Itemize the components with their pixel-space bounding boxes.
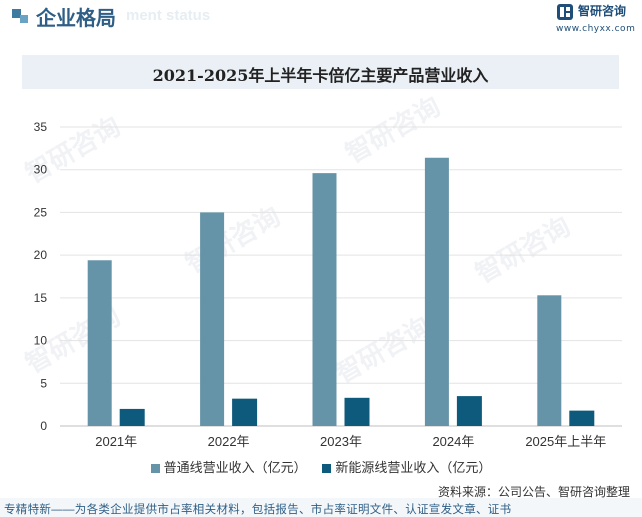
bar-ordinary-wire [87,260,112,426]
decor-square-icon [12,9,21,18]
bar-ordinary-wire [424,157,449,427]
section-title: 企业格局 [36,6,116,30]
bar-new-energy-wire [232,398,258,426]
bar-new-energy-wire [456,396,482,426]
chart-title-bar: 2021-2025年上半年卡倍亿主要产品营业收入 [22,55,619,89]
bar-new-energy-wire [119,408,145,426]
footer: 专精特新——为各类企业提供市占率相关材料，包括报告、市占率证明文件、认证宣发文章… [0,498,642,517]
x-tick-label: 2022年 [208,434,250,449]
section-subtitle: ment status [126,7,211,24]
chart-title: 2021-2025年上半年卡倍亿主要产品营业收入 [152,66,489,85]
x-tick-label: 2025年上半年 [525,434,606,449]
bar-ordinary-wire [200,212,225,426]
legend-item: 普通线营业收入（亿元） [150,457,307,476]
x-tick-label: 2023年 [320,434,362,449]
logo-icon [557,4,573,20]
bar-ordinary-wire [312,173,337,426]
y-tick-label: 5 [40,376,47,390]
footer-text: 专精特新——为各类企业提供市占率相关材料，包括报告、市占率证明文件、认证宣发文章… [4,504,512,516]
legend-label: 普通线营业收入（亿元） [163,460,307,475]
y-tick-label: 10 [34,334,48,348]
y-tick-label: 15 [34,291,48,305]
y-tick-label: 30 [34,163,48,177]
legend-swatch-icon [150,464,160,474]
y-tick-label: 25 [34,205,48,219]
y-tick-label: 0 [40,419,47,433]
logo-text: 智研咨询 [578,4,627,18]
y-tick-label: 35 [34,120,48,134]
top-banner: 企业格局 ment status 智研咨询 www.chyxx.com [0,0,642,36]
bar-ordinary-wire [537,295,562,426]
bar-new-energy-wire [569,410,595,426]
x-tick-label: 2024年 [432,434,474,449]
legend-item: 新能源线营业收入（亿元） [322,457,491,476]
logo-url: www.chyxx.com [556,24,636,34]
legend: 普通线营业收入（亿元） 新能源线营业收入（亿元） [0,457,642,476]
decor-square-icon [20,15,28,23]
legend-label: 新能源线营业收入（亿元） [335,460,492,475]
y-tick-label: 20 [34,248,48,262]
source-note: 资料来源：公司公告、智研咨询整理 [437,485,630,499]
legend-swatch-icon [322,464,332,474]
bar-new-energy-wire [344,397,370,426]
x-tick-label: 2021年 [95,434,137,449]
